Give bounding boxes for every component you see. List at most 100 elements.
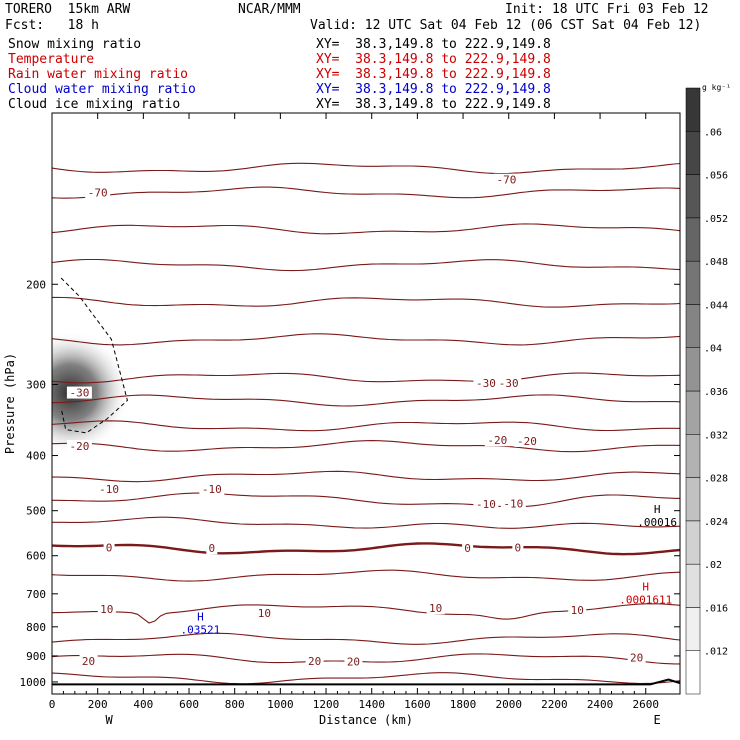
contour-label: -20 xyxy=(69,440,89,453)
max-marker-rain: H xyxy=(642,580,649,593)
contour-label: -30 xyxy=(499,377,519,390)
contour-label: 10 xyxy=(100,603,113,616)
contour-label-bg xyxy=(103,541,115,554)
y-tick-label: 300 xyxy=(26,378,46,391)
temperature-contour xyxy=(52,672,680,685)
colorbar-cell xyxy=(685,607,701,651)
contour-label: -70 xyxy=(497,174,517,187)
colorbar-label: .02 xyxy=(704,560,722,571)
temperature-contour xyxy=(52,394,680,407)
colorbar-cell xyxy=(685,650,701,695)
contour-label-bg xyxy=(500,497,526,510)
east-label: E xyxy=(654,713,661,727)
colorbar-cell xyxy=(685,347,701,392)
temperature-contour xyxy=(52,542,680,556)
contour-label: -20 xyxy=(517,435,537,448)
temperature-contour xyxy=(52,516,680,529)
contour-label-bg xyxy=(462,542,474,555)
y-axis-label: Pressure (hPa) xyxy=(3,353,17,454)
colorbar-label: .04 xyxy=(704,344,722,355)
x-tick-label: 0 xyxy=(49,698,56,711)
colorbar-cell xyxy=(685,260,701,305)
colorbar-cell xyxy=(685,434,701,478)
x-tick-label: 1800 xyxy=(450,698,477,711)
temperature-contour xyxy=(52,333,680,346)
y-tick-label: 400 xyxy=(26,450,46,463)
contour-label: 20 xyxy=(82,655,95,668)
contour-label-bg xyxy=(627,651,646,664)
contour-label: 0 xyxy=(106,541,113,554)
contour-label-bg xyxy=(255,606,274,619)
contour-label-bg xyxy=(426,602,445,615)
contour-label-bg xyxy=(305,654,324,667)
colorbar-label: .032 xyxy=(704,430,728,441)
contour-label: 10 xyxy=(571,604,584,617)
contour-label: 10 xyxy=(258,607,271,620)
x-tick-label: 1600 xyxy=(404,698,431,711)
contour-label: 10 xyxy=(429,602,442,615)
temperature-contour xyxy=(52,186,680,199)
field-label-cloud-ice: Cloud ice mixing ratio xyxy=(8,97,181,112)
x-tick-label: 1200 xyxy=(313,698,340,711)
contour-label-bg xyxy=(484,434,510,447)
contour-label-bg xyxy=(66,440,92,453)
temperature-contour xyxy=(52,492,680,508)
colorbar-cell xyxy=(685,563,701,608)
temperature-contour xyxy=(52,296,680,308)
contour-label: -70 xyxy=(88,187,108,200)
colorbar-label: .044 xyxy=(704,300,728,311)
contour-label-bg xyxy=(496,376,522,389)
xy-temperature: XY= 38.3,149.8 to 222.9,149.8 xyxy=(316,52,551,67)
temperature-contour xyxy=(52,420,680,432)
cloud-ice-outline xyxy=(60,277,128,434)
model-title: TORERO 15km ARW xyxy=(5,2,131,17)
field-label-temperature: Temperature xyxy=(8,52,95,67)
contour-label-bg xyxy=(79,654,98,667)
y-tick-label: 600 xyxy=(26,550,46,563)
y-tick-label: 700 xyxy=(26,588,46,601)
x-tick-label: 200 xyxy=(88,698,108,711)
axes: 0 200 400 600 800 1000 1200 1400 1600 1800 2000 220… xyxy=(3,112,681,727)
contour-label-bg xyxy=(199,482,225,495)
colorbar-label: .028 xyxy=(704,474,728,485)
xy-snow: XY= 38.3,149.8 to 222.9,149.8 xyxy=(316,37,551,52)
temperature-contour xyxy=(52,162,680,175)
x-axis-label: Distance (km) xyxy=(319,713,413,727)
colorbar-label: .012 xyxy=(704,647,728,658)
contour-label-bg xyxy=(206,542,218,555)
contour-label-bg xyxy=(97,603,116,616)
contour-label: -10 xyxy=(476,498,496,511)
contour-label: 0 xyxy=(515,541,522,554)
forecast-hour: Fcst: 18 h xyxy=(5,18,99,33)
colorbar-unit: g kg⁻¹ xyxy=(702,83,731,92)
field-label-cloud-water: Cloud water mixing ratio xyxy=(8,82,196,97)
colorbar-label: .024 xyxy=(704,517,728,528)
temperature-contour xyxy=(52,372,680,384)
y-tick-label: 1000 xyxy=(20,676,47,689)
temperature-contour xyxy=(52,223,680,235)
y-tick-label: 900 xyxy=(26,650,46,663)
contour-label: -10 xyxy=(99,483,119,496)
contour-label-bg xyxy=(512,541,524,554)
colorbar-label: .016 xyxy=(704,603,728,614)
colorbar-cell xyxy=(685,477,701,522)
contour-label-bg xyxy=(473,376,499,389)
colorbar-label: .048 xyxy=(704,257,728,268)
colorbar-cell xyxy=(685,131,701,175)
west-label: W xyxy=(105,713,113,727)
contour-label-bg xyxy=(96,482,122,495)
contour-label-bg xyxy=(568,604,587,617)
colorbar-label: .036 xyxy=(704,387,728,398)
max-value-cloud_water: .03521 xyxy=(181,624,221,637)
temperature-contour xyxy=(52,569,680,582)
x-tick-label: 2200 xyxy=(541,698,568,711)
temperature-contour xyxy=(52,653,680,665)
x-tick-label: 2400 xyxy=(587,698,614,711)
contour-label: -20 xyxy=(487,434,507,447)
terrain-line xyxy=(52,678,681,686)
max-value-rain: .0001611 xyxy=(619,593,672,606)
colorbar-label: .052 xyxy=(704,214,728,225)
xy-cloud-ice: XY= 38.3,149.8 to 222.9,149.8 xyxy=(316,97,551,112)
